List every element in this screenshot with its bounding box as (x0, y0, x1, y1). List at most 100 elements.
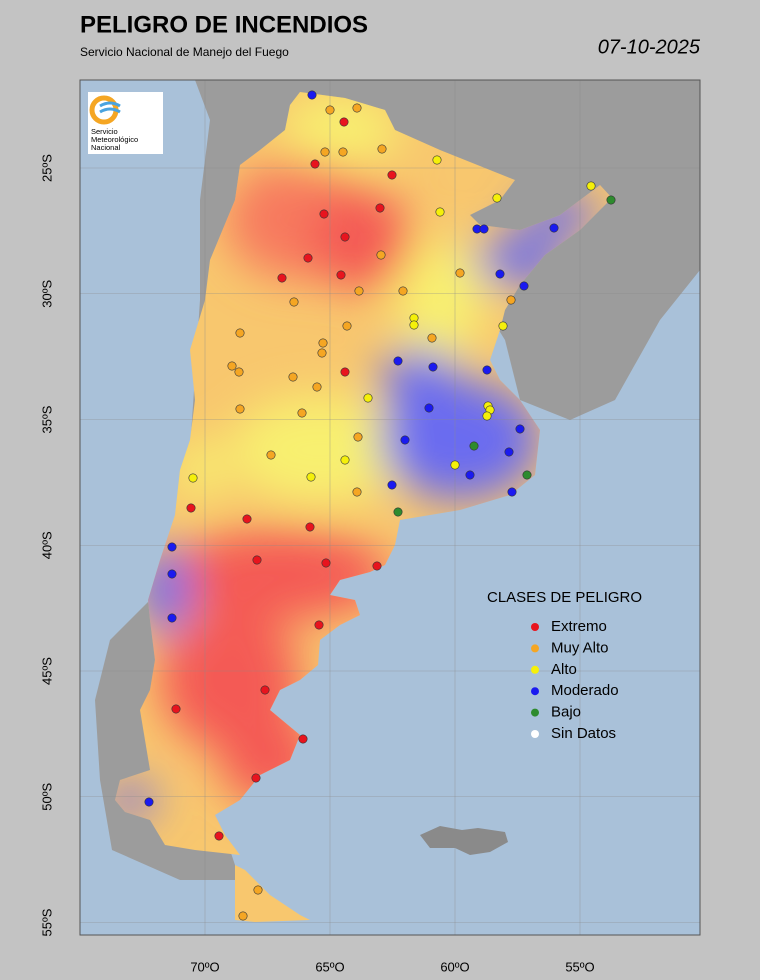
station (432, 155, 442, 165)
station (252, 555, 262, 565)
station (352, 103, 362, 113)
station (450, 460, 460, 470)
station (235, 328, 245, 338)
station (376, 250, 386, 260)
stations (144, 90, 616, 921)
legend-title: CLASES DE PELIGRO (487, 589, 642, 606)
station (515, 424, 525, 434)
logo-text: Servicio (91, 127, 118, 136)
station (400, 435, 410, 445)
station (321, 558, 331, 568)
station (387, 170, 397, 180)
station (227, 361, 237, 371)
station (424, 403, 434, 413)
legend-dot (531, 623, 539, 631)
station (398, 286, 408, 296)
legend: Extremo Muy Alto Alto Moderado Bajo Sin Datos (531, 618, 619, 742)
station (393, 356, 403, 366)
station (186, 503, 196, 513)
station (504, 447, 514, 457)
lon-label: 60ºO (440, 959, 469, 974)
station (586, 181, 596, 191)
lon-label: 70ºO (190, 959, 219, 974)
station (465, 470, 475, 480)
legend-dot (531, 687, 539, 696)
station (482, 411, 492, 421)
station (339, 117, 349, 127)
station (297, 408, 307, 418)
station (167, 569, 177, 579)
station (479, 224, 489, 234)
map-frame (80, 80, 700, 935)
station (288, 372, 298, 382)
station (214, 831, 224, 841)
station (387, 480, 397, 490)
legend-label: Extremo (551, 618, 607, 635)
lat-label: 30ºS (39, 279, 54, 307)
station (307, 90, 317, 100)
title: PELIGRO DE INCENDIOS (80, 11, 368, 38)
station (318, 338, 328, 348)
logo: Servicio Meteorológico Nacional (88, 92, 163, 154)
legend-label: Alto (551, 661, 577, 678)
station (393, 507, 403, 517)
lat-label: 40ºS (39, 531, 54, 559)
station (325, 105, 335, 115)
station (495, 269, 505, 279)
station (409, 320, 419, 330)
logo-waves (99, 101, 121, 114)
station (506, 295, 516, 305)
station (352, 487, 362, 497)
station (277, 273, 287, 283)
lat-label: 35ºS (39, 405, 54, 433)
logo-text: Meteorológico (91, 135, 138, 144)
lat-label: 45ºS (39, 657, 54, 685)
legend-dot (531, 708, 539, 717)
station (455, 268, 465, 278)
station (338, 147, 348, 157)
station (310, 159, 320, 169)
map-border (79, 79, 701, 936)
station (549, 223, 559, 233)
station (242, 514, 252, 524)
station (303, 253, 313, 263)
station (167, 542, 177, 552)
station (251, 773, 261, 783)
lat-label: 55ºS (39, 908, 54, 936)
station (363, 393, 373, 403)
station (238, 911, 248, 921)
lon-label: 65ºO (315, 959, 344, 974)
legend-label: Muy Alto (551, 639, 609, 656)
station (353, 432, 363, 442)
station (317, 348, 327, 358)
station (606, 195, 616, 205)
station (507, 487, 517, 497)
lat-label: 25ºS (39, 154, 54, 182)
falkland-islands (420, 826, 508, 855)
station (435, 207, 445, 217)
legend-dot (531, 644, 539, 653)
tierra-del-fuego (235, 865, 310, 922)
station (469, 441, 479, 451)
station (306, 472, 316, 482)
station (253, 885, 263, 895)
station (377, 144, 387, 154)
station (427, 333, 437, 343)
station (312, 382, 322, 392)
legend-dot (531, 665, 539, 674)
station (340, 232, 350, 242)
station (188, 473, 198, 483)
station (314, 620, 324, 630)
station (354, 286, 364, 296)
lat-label: 50ºS (39, 782, 54, 810)
station (375, 203, 385, 213)
legend-dot (531, 730, 539, 738)
station (260, 685, 270, 695)
danger-field (115, 95, 600, 818)
legend-label: Moderado (551, 682, 619, 699)
station (482, 365, 492, 375)
station (298, 734, 308, 744)
subtitle: Servicio Nacional de Manejo del Fuego (80, 45, 289, 59)
station (372, 561, 382, 571)
